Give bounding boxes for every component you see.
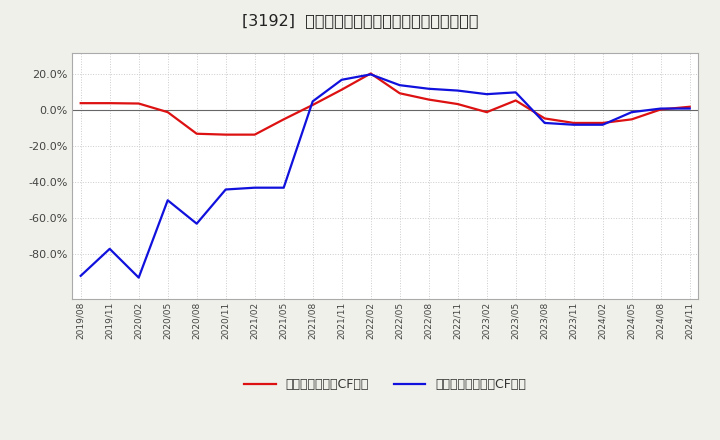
有利子負債営業CF比率 xyxy=(541,116,549,121)
有利子負債営業CF比率 xyxy=(366,71,375,76)
有利子負債フリーCF比率 xyxy=(511,90,520,95)
有利子負債フリーCF比率 xyxy=(251,185,259,191)
有利子負債フリーCF比率 xyxy=(76,273,85,279)
有利子負債フリーCF比率 xyxy=(598,122,607,128)
有利子負債フリーCF比率 xyxy=(338,77,346,82)
有利子負債フリーCF比率 xyxy=(395,83,404,88)
有利子負債営業CF比率 xyxy=(454,101,462,106)
有利子負債営業CF比率 xyxy=(482,110,491,115)
有利子負債営業CF比率 xyxy=(221,132,230,137)
有利子負債営業CF比率 xyxy=(135,101,143,106)
有利子負債フリーCF比率 xyxy=(105,246,114,252)
有利子負債営業CF比率 xyxy=(105,100,114,106)
有利子負債営業CF比率 xyxy=(657,107,665,112)
有利子負債フリーCF比率 xyxy=(570,122,578,128)
Text: [3192]  有利子負債キャッシュフロー比率の推移: [3192] 有利子負債キャッシュフロー比率の推移 xyxy=(242,13,478,28)
有利子負債フリーCF比率 xyxy=(135,275,143,280)
有利子負債フリーCF比率 xyxy=(627,110,636,115)
有利子負債フリーCF比率 xyxy=(308,99,317,104)
Legend: 有利子負債営業CF比率, 有利子負債フリーCF比率: 有利子負債営業CF比率, 有利子負債フリーCF比率 xyxy=(239,374,531,396)
有利子負債営業CF比率 xyxy=(511,98,520,103)
有利子負債営業CF比率 xyxy=(424,97,433,102)
有利子負債営業CF比率 xyxy=(279,117,288,122)
有利子負債フリーCF比率 xyxy=(685,106,694,111)
有利子負債営業CF比率 xyxy=(395,91,404,96)
有利子負債営業CF比率 xyxy=(76,100,85,106)
有利子負債フリーCF比率 xyxy=(163,198,172,203)
有利子負債営業CF比率 xyxy=(251,132,259,137)
有利子負債フリーCF比率 xyxy=(657,106,665,111)
Line: 有利子負債営業CF比率: 有利子負債営業CF比率 xyxy=(81,73,690,135)
有利子負債営業CF比率 xyxy=(598,120,607,125)
有利子負債フリーCF比率 xyxy=(192,221,201,226)
有利子負債営業CF比率 xyxy=(192,131,201,136)
有利子負債営業CF比率 xyxy=(338,87,346,92)
有利子負債フリーCF比率 xyxy=(279,185,288,191)
有利子負債フリーCF比率 xyxy=(424,86,433,92)
有利子負債フリーCF比率 xyxy=(541,120,549,125)
有利子負債フリーCF比率 xyxy=(221,187,230,192)
有利子負債営業CF比率 xyxy=(685,104,694,110)
有利子負債営業CF比率 xyxy=(308,103,317,108)
Line: 有利子負債フリーCF比率: 有利子負債フリーCF比率 xyxy=(81,74,690,278)
有利子負債フリーCF比率 xyxy=(366,72,375,77)
有利子負債フリーCF比率 xyxy=(482,92,491,97)
有利子負債フリーCF比率 xyxy=(454,88,462,93)
有利子負債営業CF比率 xyxy=(163,110,172,115)
有利子負債営業CF比率 xyxy=(570,120,578,125)
有利子負債営業CF比率 xyxy=(627,117,636,122)
